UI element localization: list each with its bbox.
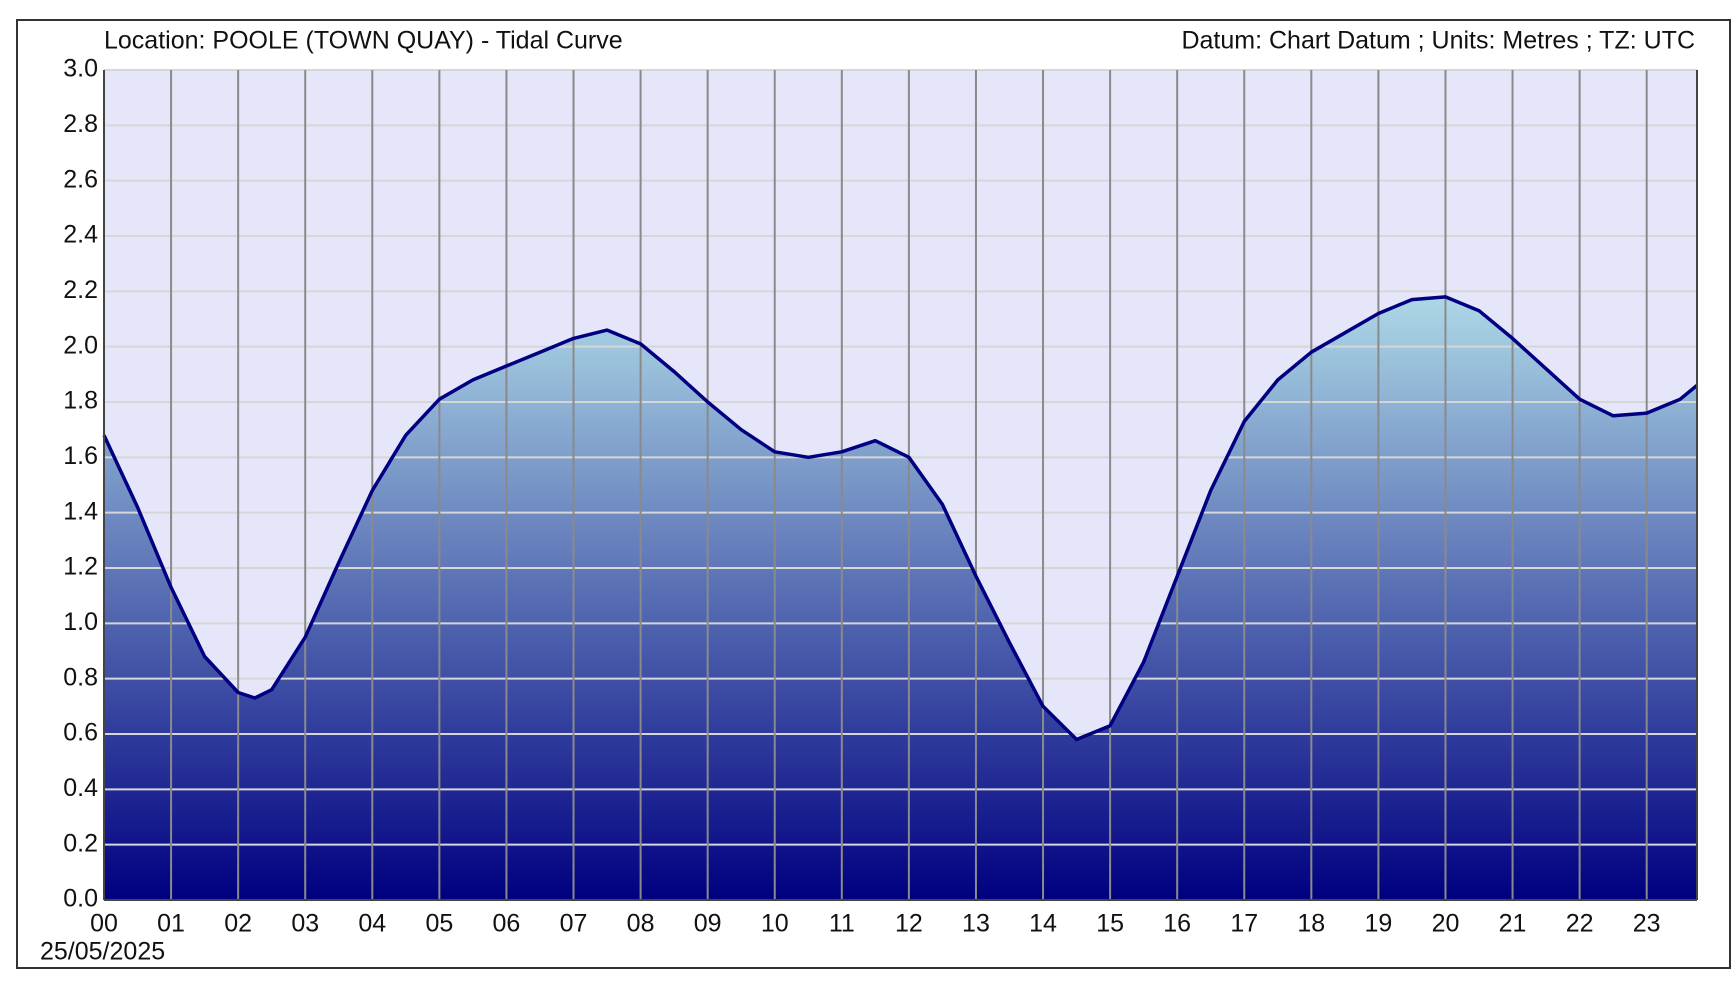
y-tick-label: 0.6	[63, 719, 98, 747]
x-tick-label: 05	[425, 910, 453, 938]
x-tick-label: 00	[90, 910, 118, 938]
y-tick-label: 2.2	[63, 276, 98, 304]
x-tick-label: 14	[1029, 910, 1057, 938]
x-tick-label: 11	[829, 910, 855, 938]
tide-line	[102, 295, 1699, 742]
chart-title: Location: POOLE (TOWN QUAY) - Tidal Curv…	[104, 27, 623, 55]
x-tick-label: 22	[1566, 910, 1594, 938]
y-tick-label: 3.0	[63, 55, 98, 83]
y-tick-label: 1.2	[63, 553, 98, 581]
x-tick-label: 16	[1163, 910, 1191, 938]
x-tick-label: 13	[962, 910, 990, 938]
y-tick-label: 1.8	[63, 387, 98, 415]
y-tick-label: 2.4	[63, 221, 98, 249]
x-tick-label: 08	[627, 910, 655, 938]
y-tick-label: 1.0	[63, 608, 98, 636]
x-tick-label: 07	[560, 910, 588, 938]
x-tick-label: 03	[291, 910, 319, 938]
x-tick-label: 15	[1096, 910, 1124, 938]
y-tick-label: 0.0	[63, 885, 98, 913]
x-tick-label: 23	[1633, 910, 1661, 938]
x-tick-label: 10	[761, 910, 789, 938]
x-tick-label: 20	[1432, 910, 1460, 938]
y-tick-label: 1.6	[63, 442, 98, 470]
y-tick-label: 2.8	[63, 110, 98, 138]
x-tick-label: 17	[1230, 910, 1258, 938]
chart-subtitle: Datum: Chart Datum ; Units: Metres ; TZ:…	[1181, 27, 1695, 55]
x-tick-label: 21	[1499, 910, 1527, 938]
x-tick-label: 06	[493, 910, 521, 938]
y-tick-label: 2.6	[63, 165, 98, 193]
y-tick-label: 0.2	[63, 829, 98, 857]
x-tick-label: 12	[895, 910, 923, 938]
tide-area	[104, 296, 1697, 900]
date-label: 25/05/2025	[40, 938, 165, 966]
x-tick-label: 04	[358, 910, 386, 938]
y-tick-label: 2.0	[63, 331, 98, 359]
y-tick-label: 0.8	[63, 663, 98, 691]
x-tick-label: 19	[1364, 910, 1392, 938]
y-tick-label: 0.4	[63, 774, 98, 802]
x-tick-label: 01	[157, 910, 185, 938]
x-tick-label: 09	[694, 910, 722, 938]
y-tick-label: 1.4	[63, 497, 98, 525]
x-tick-label: 02	[224, 910, 252, 938]
x-tick-label: 18	[1297, 910, 1325, 938]
